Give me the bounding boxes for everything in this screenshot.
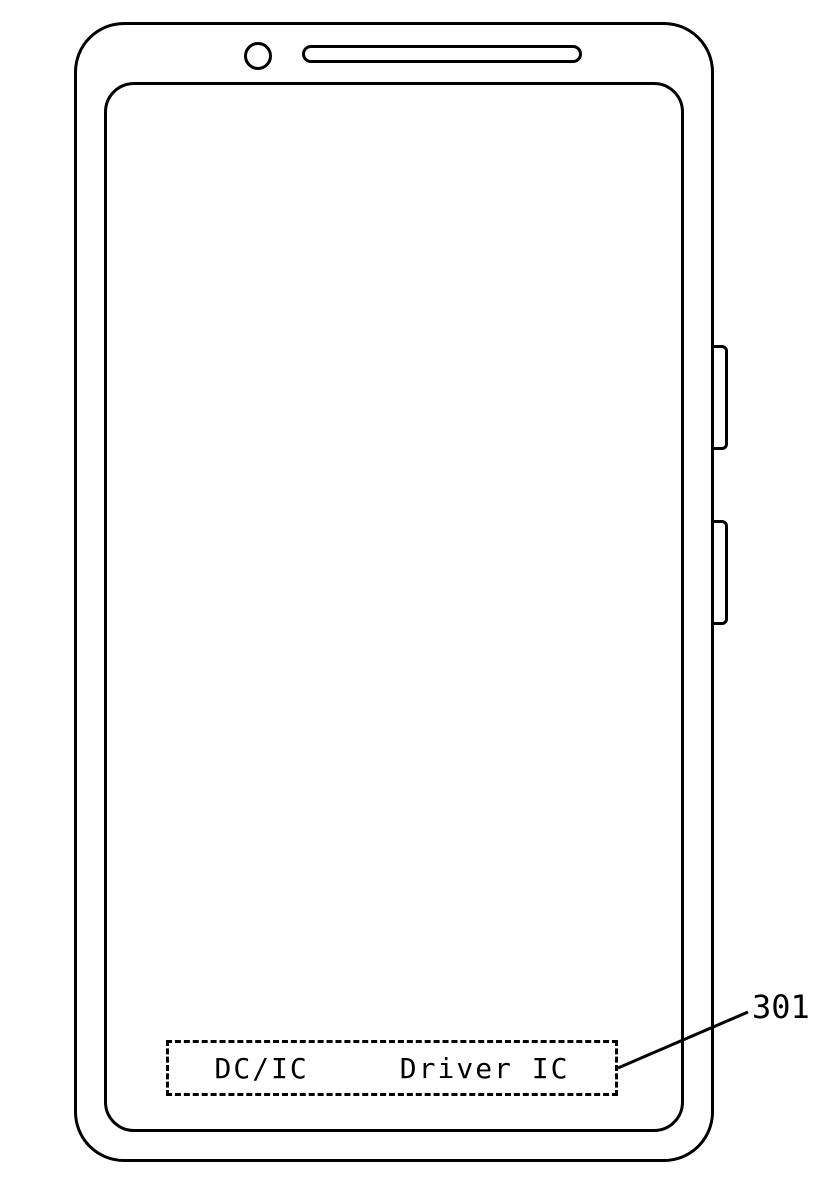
- side-button-1: [714, 345, 728, 450]
- chip-module-box: DC/IC Driver IC: [166, 1040, 618, 1096]
- chip-label-left: DC/IC: [214, 1052, 308, 1085]
- chip-label-right: Driver IC: [400, 1052, 570, 1085]
- phone-screen: [104, 82, 684, 1132]
- camera-icon: [244, 42, 272, 70]
- callout-reference-number: 301: [752, 988, 810, 1026]
- side-button-2: [714, 520, 728, 625]
- speaker-grille: [302, 45, 582, 63]
